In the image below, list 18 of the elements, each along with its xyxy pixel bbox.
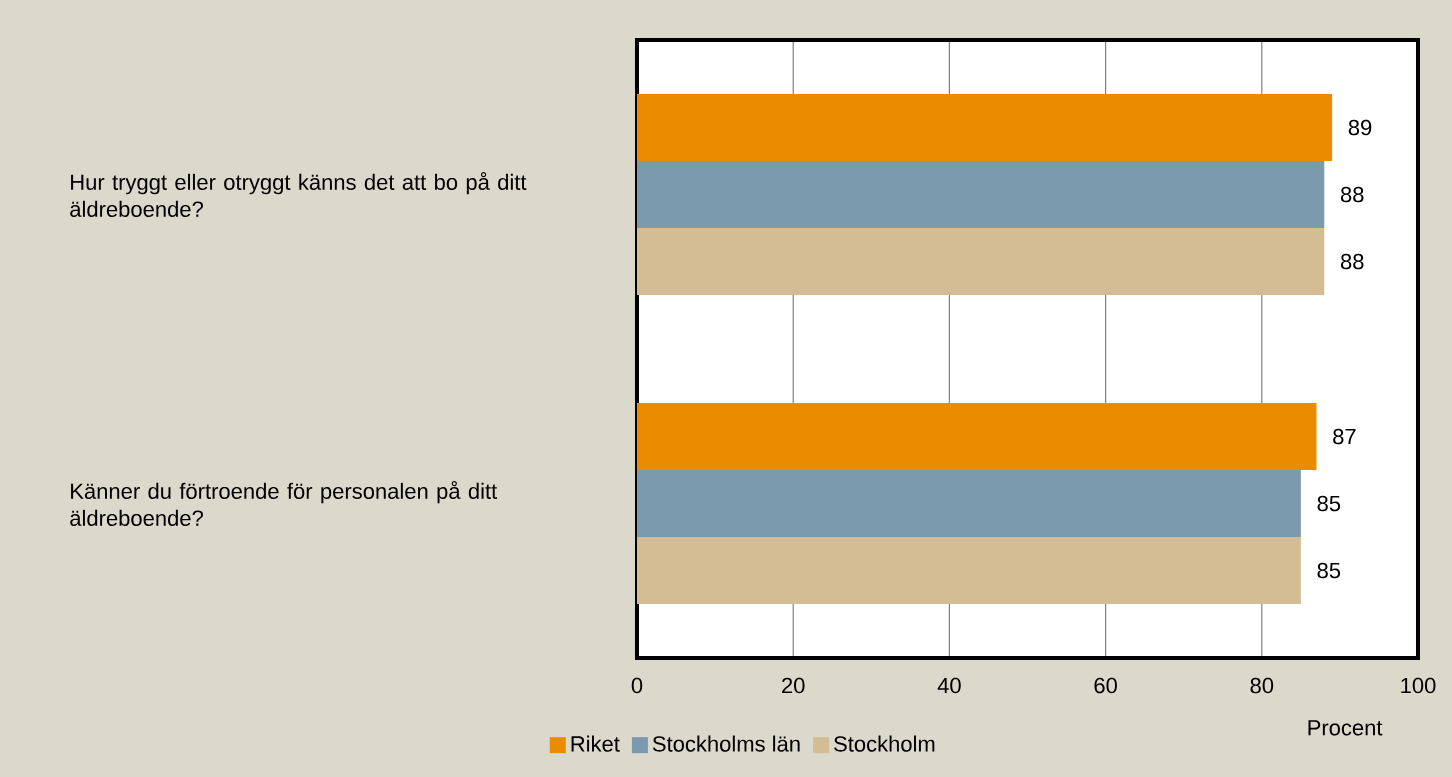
x-tick-label: 40 — [937, 677, 961, 694]
y-tick-label: Hur tryggt eller otryggt känns det att bo på ditt äldreboende? — [70, 172, 527, 217]
legend-label: Stockholms län — [652, 735, 800, 752]
x-tick-label: 0 — [631, 677, 643, 694]
legend-label: Stockholm — [834, 735, 935, 752]
x-tick-label: 20 — [782, 677, 805, 694]
x-tick-label: 80 — [1250, 677, 1274, 694]
data-label: 87 — [1333, 428, 1356, 445]
data-label: 85 — [1317, 495, 1341, 512]
x-axis-title: Procent — [1308, 720, 1383, 736]
x-tick-label: 100 — [1401, 677, 1436, 694]
data-label: 88 — [1340, 253, 1364, 270]
legend-label: Riket — [571, 735, 620, 752]
data-label: 88 — [1340, 186, 1364, 203]
x-tick-label: 60 — [1094, 677, 1117, 694]
data-label: 85 — [1317, 562, 1341, 579]
data-label: 89 — [1348, 119, 1372, 136]
y-tick-label: Känner du förtroende för personalen på ditt äldreboende? — [70, 481, 498, 526]
